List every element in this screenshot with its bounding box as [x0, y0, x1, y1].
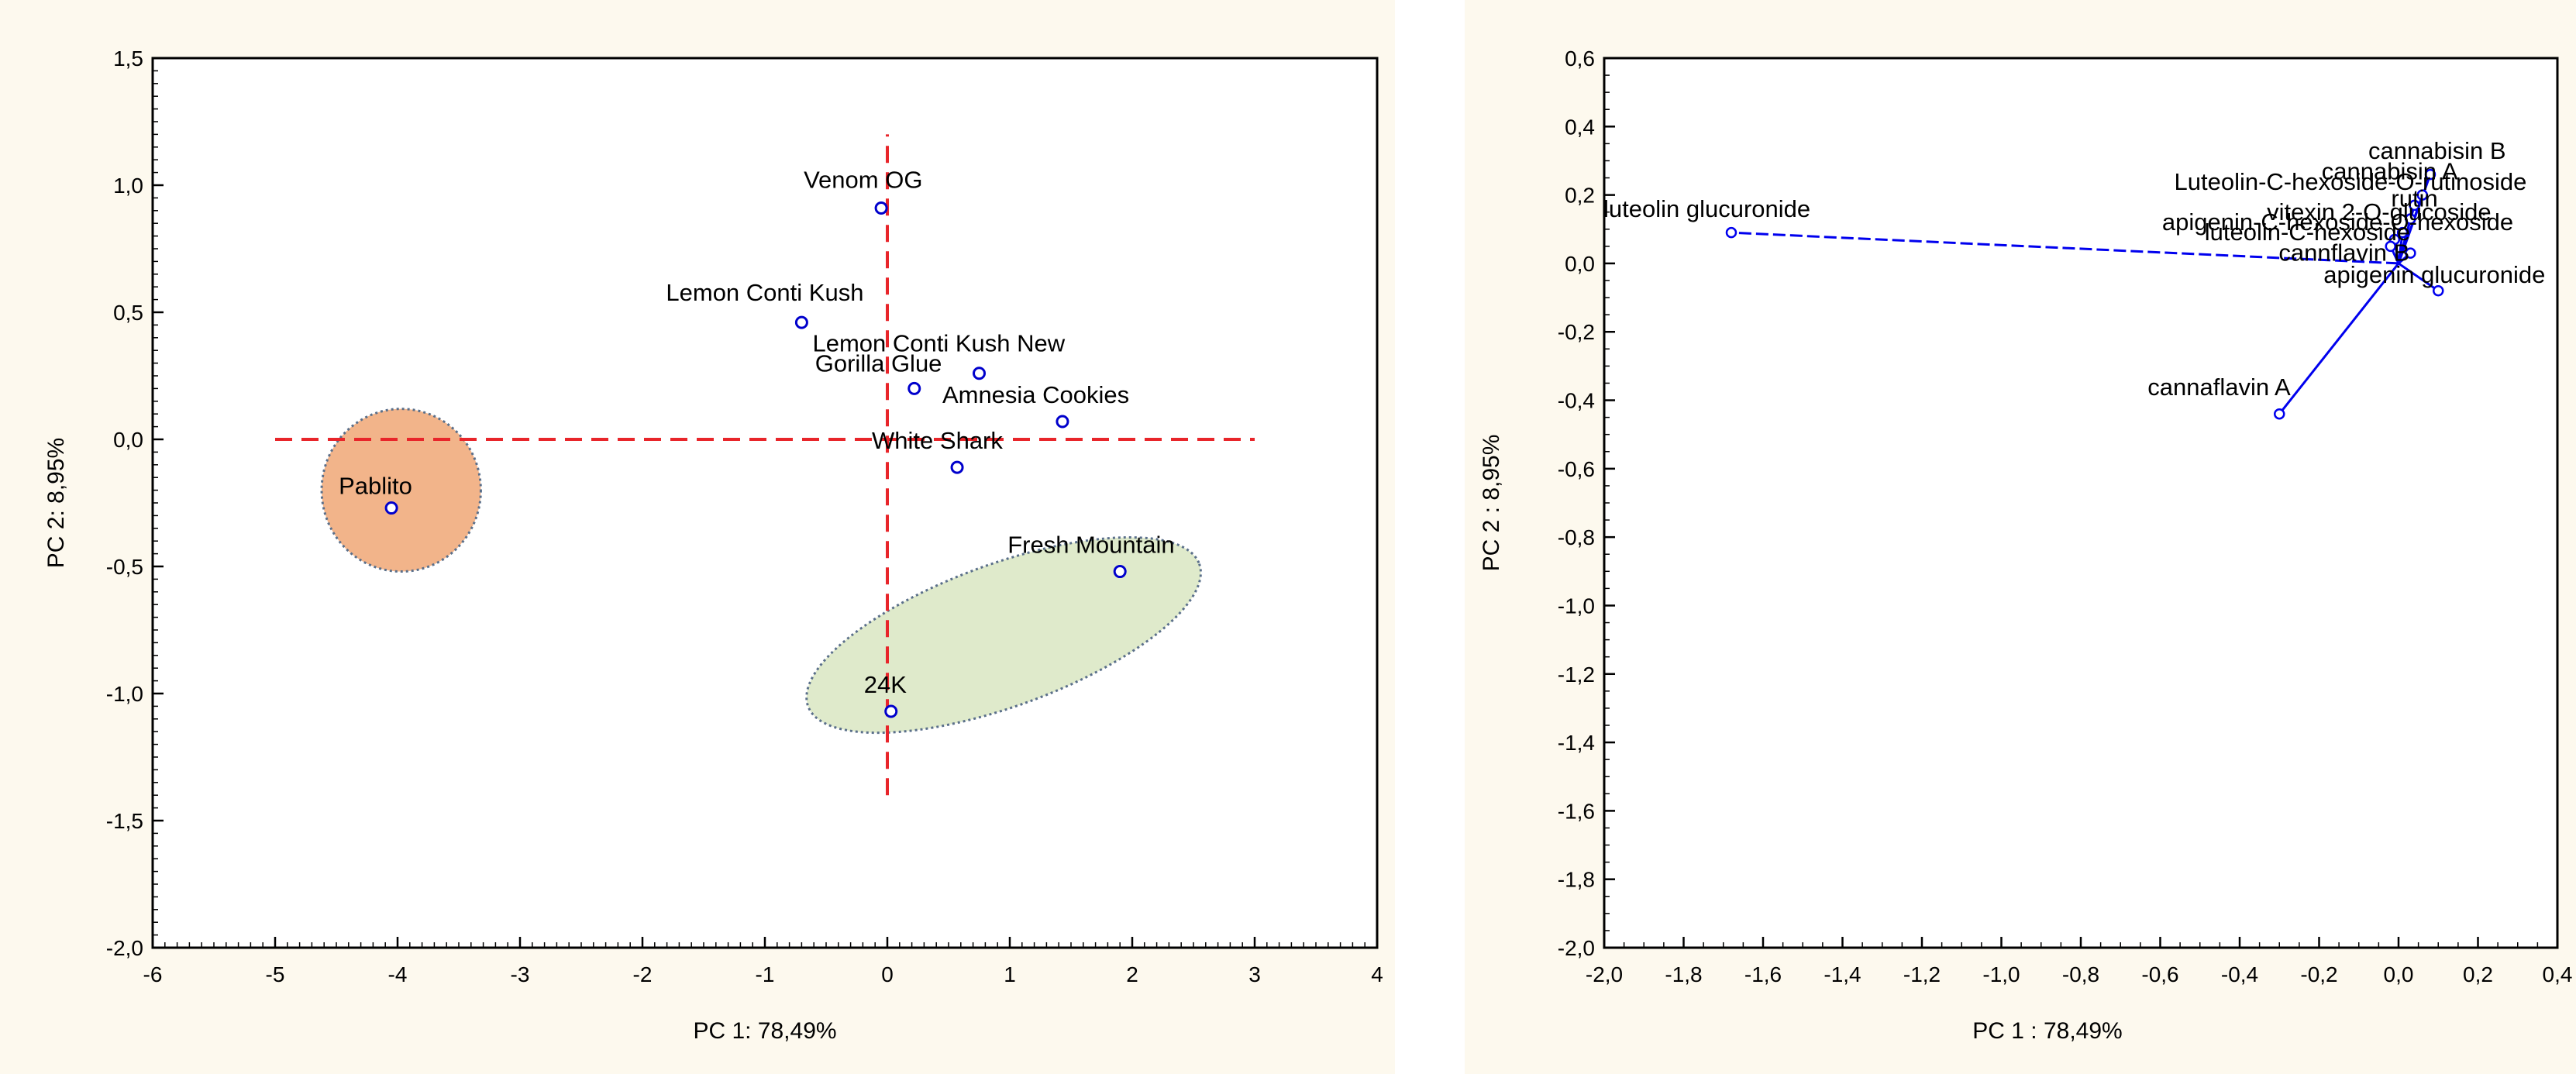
- score-point: [384, 501, 398, 515]
- score-point-label: White Shark: [872, 427, 1003, 454]
- loading-point: [2405, 213, 2416, 225]
- y-tick-label: 0,5: [113, 301, 143, 325]
- score-point-label: Amnesia Cookies: [942, 381, 1129, 408]
- loading-point-label: cannabisin B: [2368, 137, 2506, 164]
- x-tick-label: 0,0: [2384, 962, 2414, 986]
- x-tick-label: -1,6: [1744, 962, 1782, 986]
- loading-point: [2405, 247, 2416, 259]
- score-point: [794, 315, 808, 329]
- x-tick-label: -2,0: [1586, 962, 1623, 986]
- y-tick-label: -0,4: [1558, 389, 1595, 413]
- score-point: [1056, 415, 1069, 429]
- x-tick-label: -5: [266, 962, 285, 986]
- loading-point: [2424, 168, 2437, 181]
- x-tick-label: 0,4: [2543, 962, 2573, 986]
- y-tick-label: -1,0: [1558, 594, 1595, 618]
- x-tick-label: -1,4: [1824, 962, 1861, 986]
- x-tick-label: -1: [756, 962, 775, 986]
- x-axis-title: PC 1: 78,49%: [693, 1018, 836, 1044]
- loading-plot-area: [1604, 58, 2557, 948]
- loading-vector: [2278, 262, 2400, 415]
- loading-vector: [2398, 262, 2440, 292]
- score-point-label: Venom OG: [804, 167, 922, 194]
- x-tick-label: -0,2: [2300, 962, 2337, 986]
- y-tick-label: 1,5: [113, 46, 143, 71]
- score-point: [907, 381, 921, 395]
- x-tick-label: 1: [1004, 962, 1016, 986]
- loading-point-label: cannabisin A: [2322, 158, 2458, 185]
- y-tick-label: -1,5: [106, 809, 143, 833]
- score-point-label: 24K: [864, 671, 907, 698]
- loading-point-label: cannaflavin A: [2147, 373, 2291, 401]
- score-point: [1113, 565, 1127, 579]
- y-axis-title: PC 2: 8,95%: [43, 438, 69, 568]
- loading-point-label: rutin: [2391, 185, 2437, 212]
- y-tick-label: 0,2: [1565, 184, 1595, 208]
- loading-point: [2274, 408, 2285, 420]
- y-tick-label: 0,6: [1565, 46, 1595, 71]
- loading-point-label: luteolin-C-hexoside: [2205, 219, 2410, 246]
- y-tick-label: -2,0: [1558, 936, 1595, 960]
- x-tick-label: -0,8: [2062, 962, 2099, 986]
- loading-point: [2409, 199, 2420, 212]
- y-tick-label: -1,0: [106, 682, 143, 706]
- y-tick-label: -1,4: [1558, 731, 1595, 755]
- x-tick-label: -6: [143, 962, 163, 986]
- score-point: [874, 201, 888, 215]
- y-tick-label: -2,0: [106, 936, 143, 960]
- score-point: [950, 460, 964, 474]
- loading-point-label: apigenin glucuronide: [2323, 261, 2545, 288]
- y-tick-label: -0,8: [1558, 525, 1595, 549]
- x-tick-label: -4: [388, 962, 408, 986]
- x-tick-label: 4: [1371, 962, 1383, 986]
- loading-point-label: cannflavin B: [2278, 239, 2409, 267]
- loading-point: [2416, 189, 2428, 201]
- y-tick-label: 0,0: [113, 428, 143, 452]
- x-tick-label: 0: [881, 962, 894, 986]
- y-tick-label: -0,2: [1558, 320, 1595, 344]
- x-tick-label: 3: [1248, 962, 1261, 986]
- score-point-label: Gorilla Glue: [815, 349, 942, 377]
- score-plot: Venom OG Lemon Conti Kush Lemon Conti Kush…: [43, 46, 1383, 1044]
- y-tick-label: -1,2: [1558, 663, 1595, 687]
- x-tick-label: -1,2: [1903, 962, 1941, 986]
- y-tick-label: -1,8: [1558, 868, 1595, 892]
- loading-point-label: vitexin 2-O-glucoside: [2267, 198, 2491, 225]
- score-point-label: Lemon Conti Kush: [666, 279, 863, 306]
- loading-vector: [1731, 231, 2399, 265]
- x-tick-label: -2: [633, 962, 653, 986]
- y-tick-label: 0,4: [1565, 115, 1595, 139]
- loading-point-label: luteolin glucuronide: [1603, 195, 1810, 222]
- x-tick-label: -0,6: [2141, 962, 2178, 986]
- y-axis-title: PC 2 : 8,95%: [1479, 435, 1504, 572]
- x-tick-label: 2: [1126, 962, 1138, 986]
- loading-point: [2396, 226, 2409, 239]
- x-tick-label: -3: [511, 962, 530, 986]
- y-tick-label: -0,5: [106, 555, 143, 579]
- group-ellipse-1: [805, 536, 1202, 735]
- y-tick-label: 0,0: [1565, 252, 1595, 276]
- x-axis-title: PC 1 : 78,49%: [1972, 1018, 2122, 1044]
- loading-point-label: Luteolin-C-hexoside-O-rutinoside: [2175, 168, 2527, 195]
- loading-point: [2385, 240, 2396, 253]
- group-ellipse-0: [320, 408, 482, 573]
- x-tick-label: 0,2: [2463, 962, 2493, 986]
- y-tick-label: -0,6: [1558, 457, 1595, 481]
- loading-plot: luteolin glucuronide cannabisin Bcannabis…: [1479, 46, 2573, 1044]
- y-tick-label: -1,6: [1558, 799, 1595, 823]
- score-plot-panel: Venom OG Lemon Conti Kush Lemon Conti Kush…: [0, 0, 1395, 1074]
- x-tick-label: -0,4: [2221, 962, 2258, 986]
- x-tick-label: -1,8: [1665, 962, 1702, 986]
- loading-point: [1725, 226, 1737, 239]
- score-point-label: Fresh Mountain: [1007, 532, 1174, 559]
- loading-point-label: apigenin-C-hexoside-O-hexoside: [2162, 208, 2513, 236]
- score-point-label: Pablito: [339, 473, 412, 500]
- x-tick-label: -1,0: [1982, 962, 2020, 986]
- y-tick-label: 1,0: [113, 174, 143, 198]
- loading-point: [2433, 284, 2444, 297]
- score-point-label: Lemon Conti Kush New: [813, 330, 1066, 357]
- score-point: [973, 367, 986, 380]
- score-point: [884, 704, 898, 718]
